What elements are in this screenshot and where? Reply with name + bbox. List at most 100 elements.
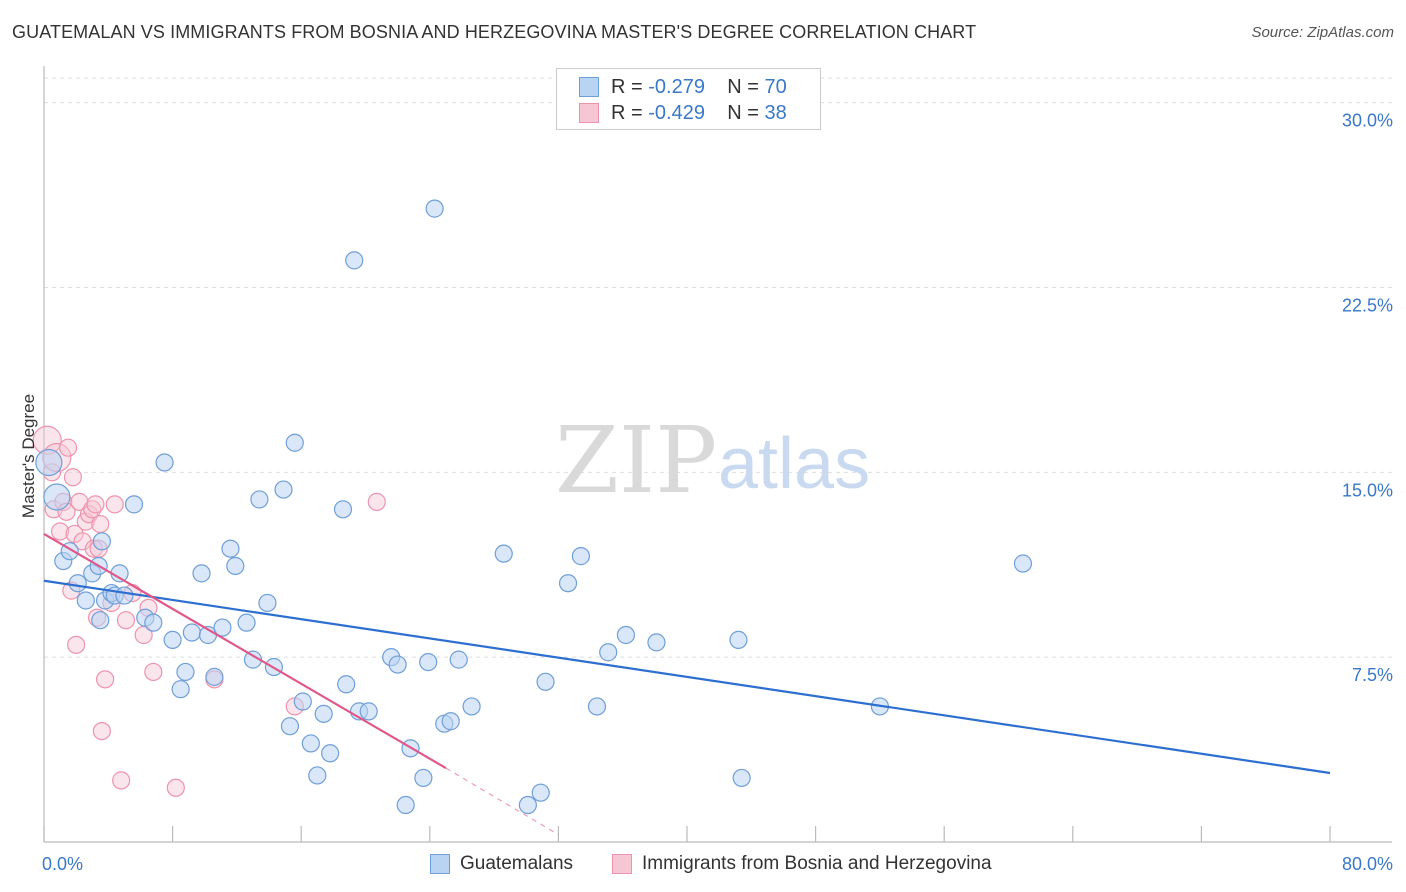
guatemalan-point bbox=[182, 623, 201, 642]
guatemalan-point bbox=[250, 490, 269, 509]
bosnia-point bbox=[95, 670, 115, 689]
bosnia-point bbox=[67, 635, 86, 654]
legend-r-label: R = bbox=[611, 101, 643, 124]
guatemalan-point bbox=[274, 480, 293, 499]
bottom-legend-guatemalans: Guatemalans bbox=[430, 852, 573, 876]
guatemalan-point bbox=[171, 680, 190, 699]
guatemalan-point bbox=[494, 544, 513, 563]
y-tick-label: 30.0% bbox=[1342, 111, 1393, 131]
guatemalan-point bbox=[213, 618, 232, 637]
legend-row-guatemalans: R = -0.279 N = 70 bbox=[579, 74, 787, 100]
guatemalan-point bbox=[321, 744, 340, 763]
legend-r-label: R = bbox=[611, 75, 643, 98]
guatemalan-point bbox=[226, 556, 245, 576]
y-tick-label: 15.0% bbox=[1342, 480, 1393, 500]
legend-swatch-blue bbox=[579, 77, 599, 97]
guatemalan-point bbox=[76, 591, 95, 610]
guatemalan-point bbox=[308, 766, 327, 785]
guatemalan-point bbox=[124, 495, 144, 514]
guatemalan-point bbox=[115, 586, 134, 605]
legend-n-value: 38 bbox=[764, 101, 787, 124]
y-axis-label: Master's Degree bbox=[19, 394, 38, 518]
guatemalan-point bbox=[414, 768, 433, 788]
guatemalan-point bbox=[359, 702, 378, 721]
bosnia-point bbox=[86, 495, 105, 514]
legend-n-value: 70 bbox=[764, 75, 787, 98]
watermark-atlas: atlas bbox=[718, 424, 870, 504]
legend-r-value: -0.429 bbox=[648, 101, 705, 124]
guatemalan-point bbox=[92, 532, 111, 551]
guatemalan-point bbox=[337, 675, 356, 694]
guatemalan-point bbox=[205, 667, 224, 686]
guatemalan-point bbox=[729, 630, 748, 650]
bottom-legend-swatch-pink bbox=[612, 854, 632, 874]
guatemalan-point bbox=[43, 483, 71, 511]
guatemalan-point bbox=[176, 662, 195, 682]
guatemalan-point bbox=[285, 433, 304, 452]
guatemalan-point bbox=[462, 697, 481, 716]
guatemalan-point bbox=[449, 650, 468, 669]
guatemalan-point bbox=[531, 783, 550, 802]
x-tick-label: 0.0% bbox=[42, 854, 83, 874]
guatemalan-point bbox=[333, 500, 353, 519]
guatemalan-point bbox=[68, 574, 87, 593]
y-tick-label: 7.5% bbox=[1352, 665, 1393, 685]
guatemalan-point bbox=[558, 574, 578, 593]
bottom-legend-bosnia: Immigrants from Bosnia and Herzegovina bbox=[612, 852, 992, 876]
bosnia-point bbox=[73, 532, 92, 551]
bottom-legend-swatch-blue bbox=[430, 854, 450, 874]
guatemalan-point bbox=[237, 613, 256, 632]
legend-row-bosnia: R = -0.429 N = 38 bbox=[579, 100, 787, 126]
guatemalan-point bbox=[518, 795, 537, 815]
guatemalan-point bbox=[536, 672, 555, 691]
legend-n-label: N = bbox=[727, 75, 759, 98]
legend-swatch-pink bbox=[579, 103, 599, 123]
bosnia-point bbox=[112, 771, 131, 790]
bosnia-point bbox=[91, 514, 110, 534]
tick-labels: 7.5% 15.0% 22.5% 30.0% 0.0% 80.0% bbox=[42, 111, 1393, 874]
guatemalan-point bbox=[1013, 554, 1033, 573]
guatemalan-point bbox=[314, 704, 333, 723]
guatemalan-point bbox=[144, 613, 163, 632]
bosnia-point bbox=[116, 611, 136, 630]
bosnia-point bbox=[83, 500, 102, 519]
bosnia-point bbox=[105, 495, 124, 514]
guatemalan-point bbox=[91, 611, 110, 630]
guatemalan-point bbox=[155, 453, 174, 472]
guatemalan-point bbox=[301, 734, 320, 753]
bosnia-point bbox=[166, 778, 185, 797]
bosnia-point bbox=[144, 662, 163, 682]
guatemalan-point bbox=[345, 251, 364, 270]
bosnia-point bbox=[59, 438, 78, 457]
guatemalan-point bbox=[599, 643, 618, 662]
guatemalan-point bbox=[571, 547, 591, 566]
gridlines bbox=[44, 77, 1392, 658]
series-guatemalans-points bbox=[35, 199, 1033, 815]
legend-r-value: -0.279 bbox=[648, 75, 705, 98]
source-label: Source: ZipAtlas.com bbox=[1251, 24, 1394, 41]
bottom-legend-label: Immigrants from Bosnia and Herzegovina bbox=[642, 853, 992, 874]
guatemalan-point bbox=[587, 697, 607, 716]
bosnia-trend-extension bbox=[445, 767, 559, 836]
guatemalan-point bbox=[647, 633, 666, 652]
y-tick-label: 22.5% bbox=[1342, 295, 1393, 315]
guatemalan-point bbox=[616, 625, 636, 645]
guatemalan-point bbox=[258, 593, 277, 613]
legend-n-label: N = bbox=[727, 101, 759, 124]
watermark: ZIP atlas bbox=[555, 407, 870, 514]
guatemalan-point bbox=[396, 795, 415, 815]
chart-title: GUATEMALAN VS IMMIGRANTS FROM BOSNIA AND… bbox=[12, 22, 977, 42]
bosnia-point bbox=[92, 721, 111, 741]
guatemalan-point bbox=[280, 717, 300, 736]
series-bosnia-points bbox=[32, 425, 386, 797]
bosnia-trend-line bbox=[43, 532, 447, 770]
bosnia-point bbox=[50, 522, 70, 541]
guatemalan-point bbox=[293, 692, 312, 711]
guatemalan-point bbox=[35, 448, 63, 477]
guatemalan-point bbox=[388, 655, 407, 674]
bosnia-point bbox=[367, 492, 386, 511]
guatemalan-point bbox=[163, 630, 182, 650]
bottom-legend-label: Guatemalans bbox=[460, 853, 574, 874]
correlation-legend: R = -0.279 N = 70 R = -0.429 N = 38 bbox=[556, 68, 821, 130]
